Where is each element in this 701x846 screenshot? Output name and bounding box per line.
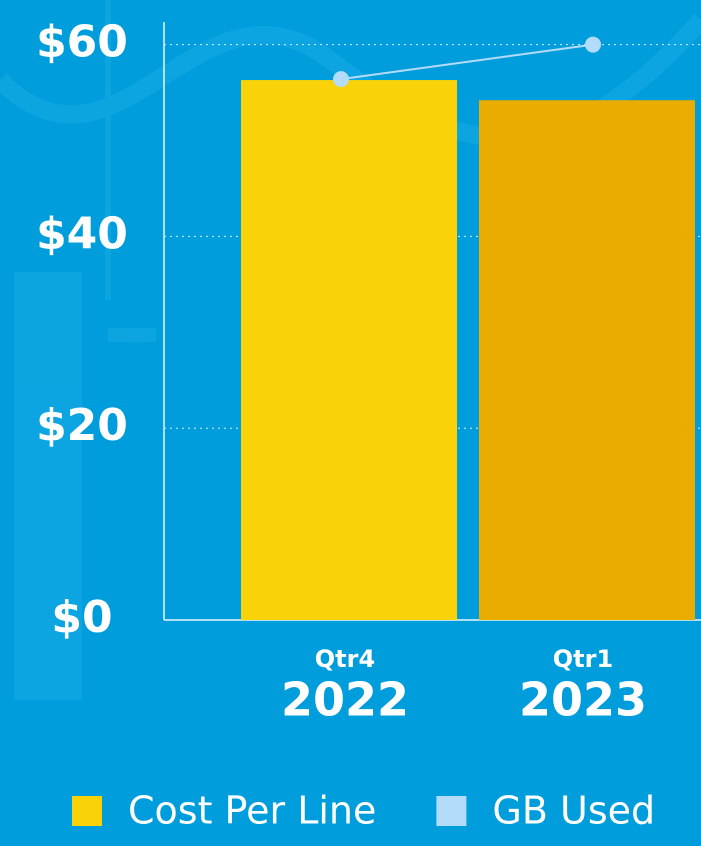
y-tick-label: $60	[36, 17, 128, 68]
line-point	[333, 71, 349, 87]
legend-swatch	[436, 796, 466, 826]
x-tick-label: Qtr1	[553, 645, 613, 673]
legend-label: Cost Per Line	[128, 789, 376, 833]
legend-label: GB Used	[492, 789, 655, 833]
y-tick-label: $40	[36, 208, 128, 259]
x-tick-label: Qtr4	[315, 645, 375, 673]
x-tick-label: 2023	[519, 673, 647, 727]
chart: $0 $20 $40 $60 Qtr42022 Qtr12023 Cost Per Line…	[0, 0, 701, 846]
y-tick-label: $0	[51, 592, 112, 643]
legend-swatch	[72, 796, 102, 826]
bar	[479, 100, 695, 620]
y-tick-label: $20	[36, 400, 128, 451]
x-tick-label: 2022	[281, 673, 409, 727]
line-point	[585, 37, 601, 53]
bar	[241, 80, 457, 620]
line	[341, 45, 593, 80]
